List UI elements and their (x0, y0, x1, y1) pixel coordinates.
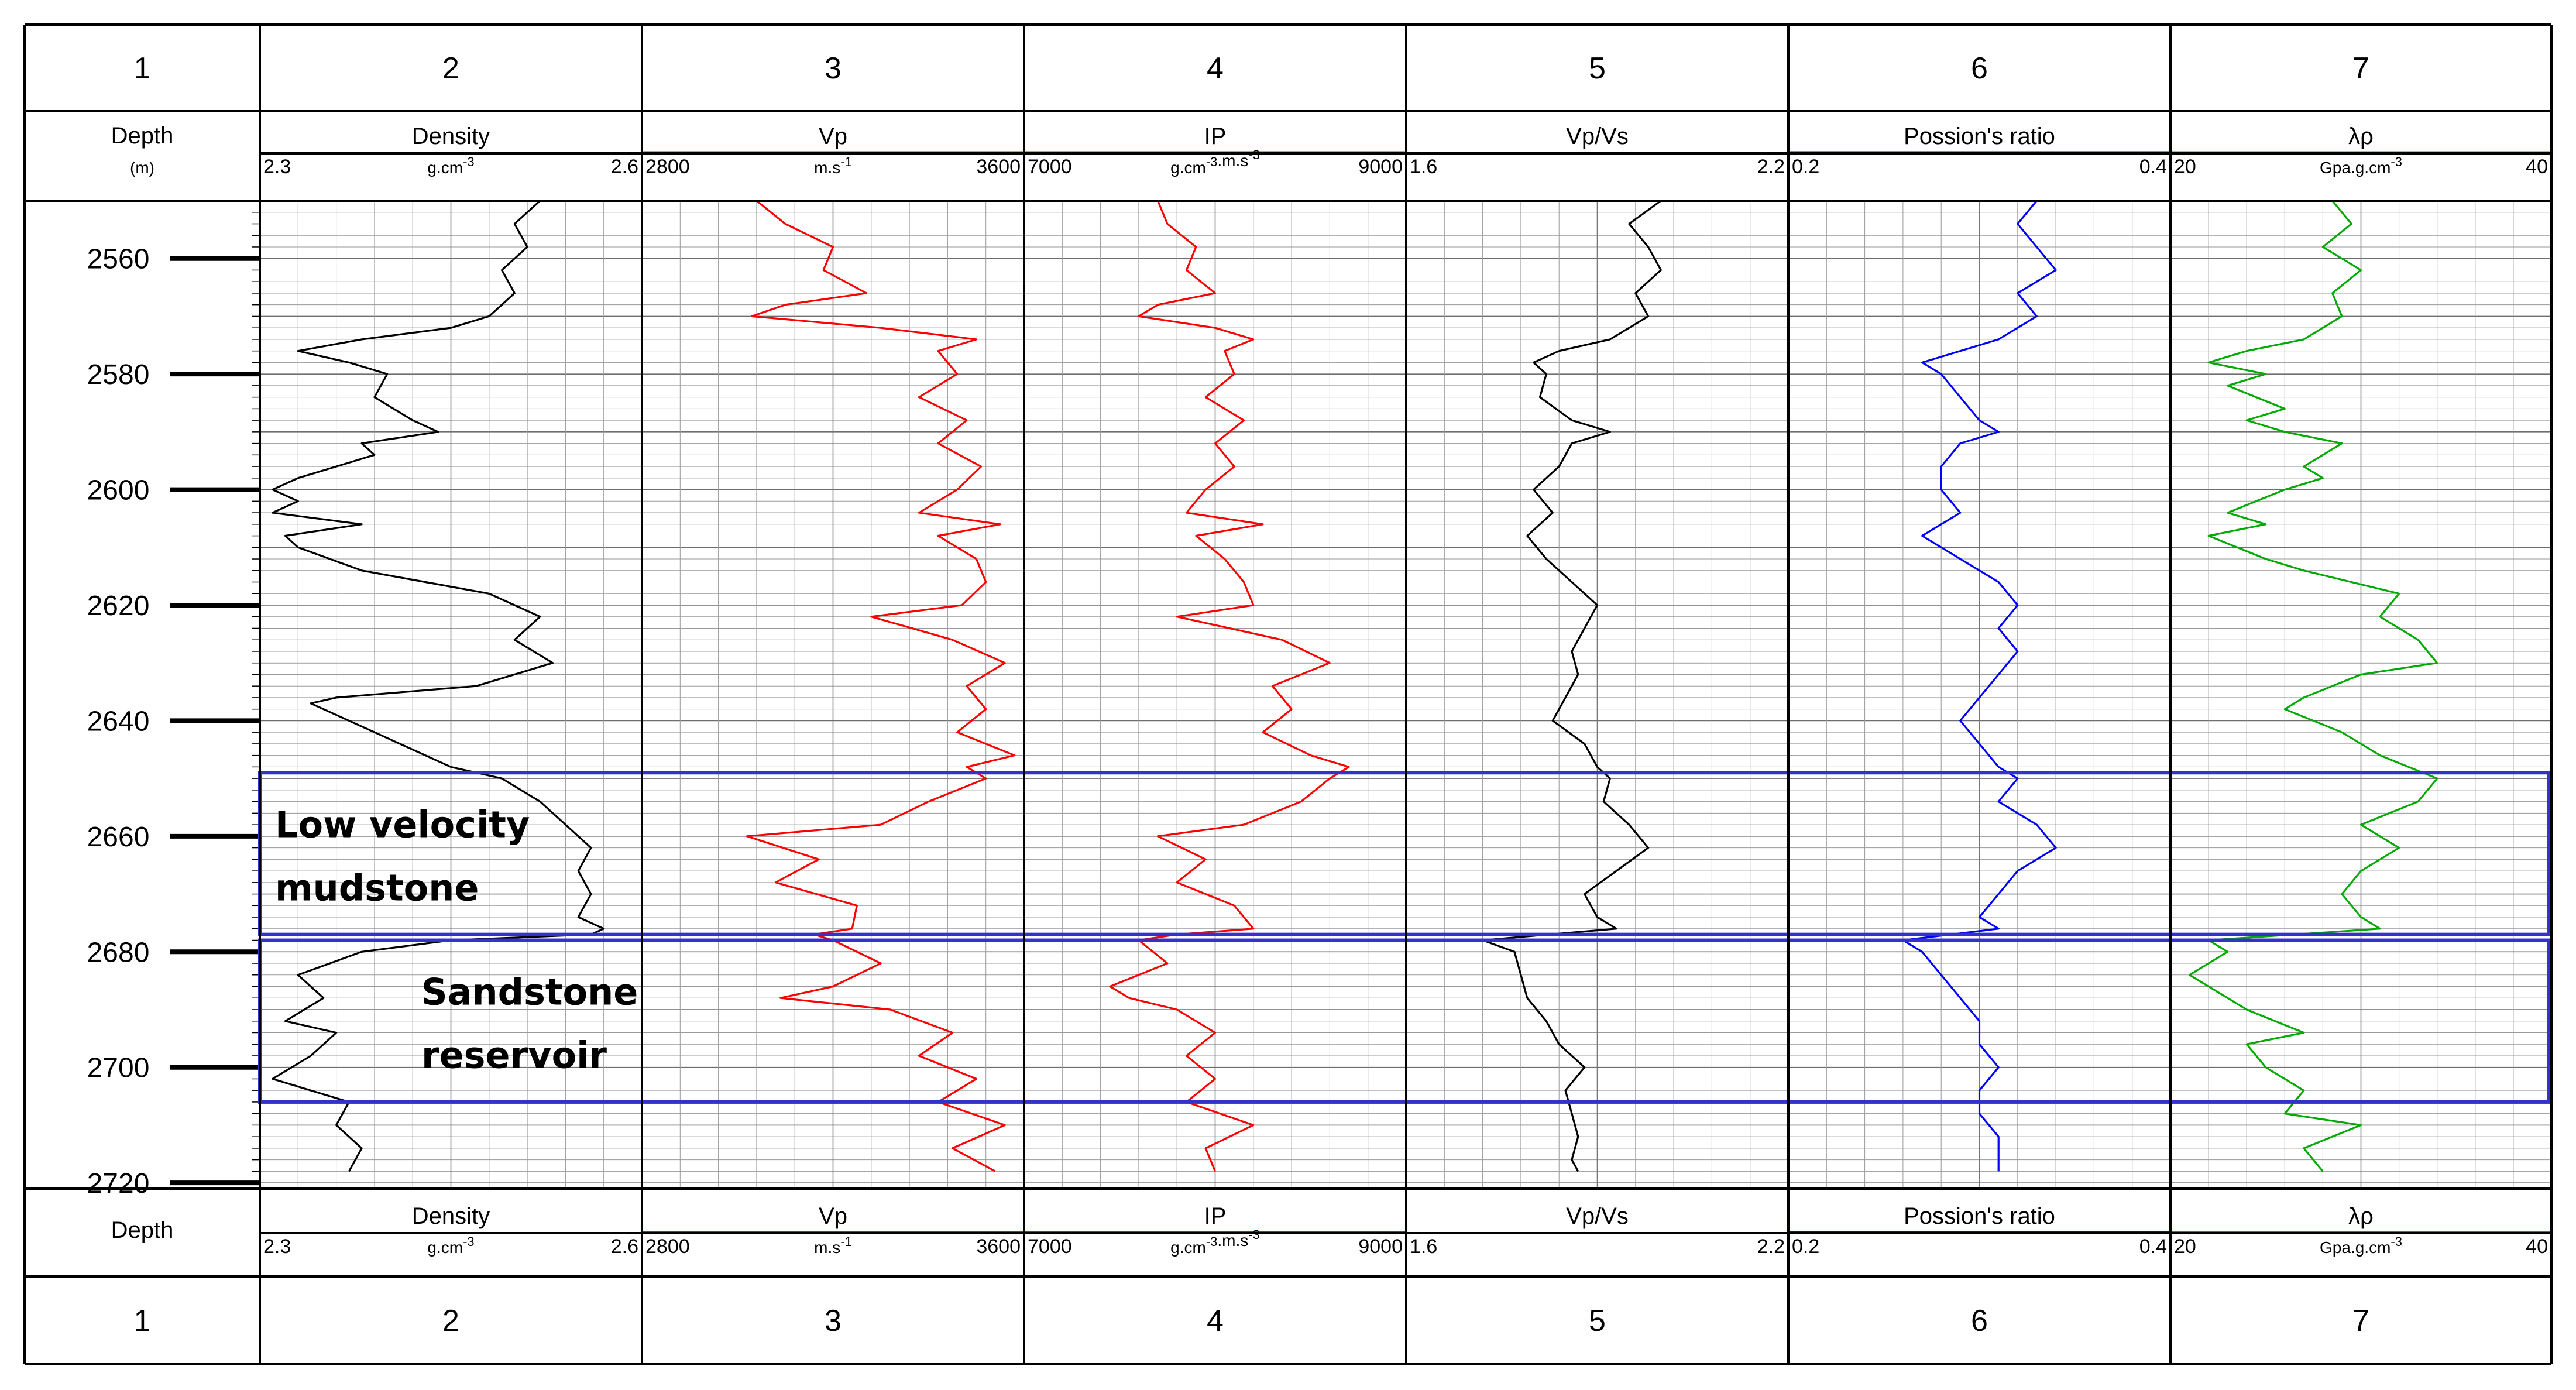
track-title-vp-bottom: Vp (819, 1203, 847, 1229)
track-grid-vpvs (1406, 200, 1788, 1189)
depth-label-2560: 2560 (87, 244, 150, 275)
frame (23, 23, 2553, 1365)
curves-layer (272, 200, 2438, 1172)
annotation-label-1-line-1: Low velocity (275, 803, 530, 846)
track-min-ip-top: 7000 (1028, 156, 1072, 178)
header-top: 1 2 3 4 5 6 7 Depth (m) Density 2.3 2.6 g.cm-3 Vp 2800… (111, 52, 2551, 178)
track-min-vpvs-bottom: 1.6 (1410, 1235, 1437, 1258)
header-bottom: 1 2 3 4 5 6 7 Depth Density 2.3 2.6 g.cm-3 Vp 2800 360… (111, 1203, 2551, 1338)
depth-label-2620: 2620 (87, 591, 150, 622)
track-max-density-top: 2.6 (611, 156, 638, 178)
track-min-poisson-bottom: 0.2 (1792, 1235, 1819, 1258)
curve-ip (1109, 200, 1350, 1172)
curve-vpvs (1482, 200, 1662, 1172)
column-number-top-5: 5 (1589, 52, 1606, 85)
curve-density (272, 200, 605, 1172)
track-max-poisson-top: 0.4 (2139, 156, 2167, 178)
depth-label-2680: 2680 (87, 937, 150, 968)
track-max-ip-bottom: 9000 (1358, 1235, 1403, 1258)
track-grid-poisson (1788, 200, 2170, 1189)
depth-label-2600: 2600 (87, 475, 150, 506)
depth-label-2720: 2720 (87, 1168, 150, 1199)
track-unit-vp-top: m.s-1 (814, 155, 852, 177)
track-max-vpvs-bottom: 2.2 (1757, 1235, 1785, 1258)
track-min-density-bottom: 2.3 (263, 1235, 291, 1258)
track-title-ip-top: IP (1204, 123, 1227, 149)
curve-lambda_rho (2189, 200, 2438, 1172)
annotation-label-2-line-2: reservoir (421, 1034, 607, 1077)
column-number-top-3: 3 (825, 52, 842, 85)
track-max-density-bottom: 2.6 (611, 1235, 638, 1258)
column-number-top-4: 4 (1207, 52, 1224, 85)
column-number-bottom-1: 1 (134, 1304, 151, 1338)
track-min-poisson-top: 0.2 (1792, 156, 1819, 178)
track-max-poisson-bottom: 0.4 (2139, 1235, 2167, 1258)
track-min-ip-bottom: 7000 (1028, 1235, 1072, 1258)
track-title-vpvs-top: Vp/Vs (1566, 123, 1629, 149)
track-title-vp-top: Vp (819, 123, 847, 149)
track-unit-density-top: g.cm-3 (427, 155, 474, 177)
column-number-bottom-2: 2 (442, 1304, 459, 1338)
track-grid-vp (642, 200, 1024, 1189)
track-min-lambda_rho-top: 20 (2174, 156, 2196, 178)
curve-vp (746, 200, 1016, 1172)
track-title-lambda_rho-bottom: λρ (2348, 1203, 2374, 1229)
column-number-bottom-4: 4 (1207, 1304, 1224, 1338)
column-number-top-6: 6 (1971, 52, 1988, 85)
track-unit-lambda_rho-top: Gpa.g.cm-3 (2320, 155, 2402, 177)
track-title-ip-bottom: IP (1204, 1203, 1227, 1229)
track-title-lambda_rho-top: λρ (2348, 123, 2374, 149)
track-unit-lambda_rho-bottom: Gpa.g.cm-3 (2320, 1234, 2402, 1257)
depth-label-2580: 2580 (87, 359, 150, 390)
depth-label-2640: 2640 (87, 706, 150, 737)
column-number-top-2: 2 (442, 52, 459, 85)
column-number-bottom-3: 3 (825, 1304, 842, 1338)
track-unit-density-bottom: g.cm-3 (427, 1234, 474, 1257)
track-title-density-top: Density (412, 123, 490, 149)
track-min-vpvs-top: 1.6 (1410, 156, 1437, 178)
column-number-top-1: 1 (134, 52, 151, 85)
track-title-poisson-top: Possion's ratio (1904, 123, 2055, 149)
track-unit-ip-bottom: g.cm-3.m.s-3 (1170, 1227, 1260, 1257)
column-number-bottom-6: 6 (1971, 1304, 1988, 1338)
track-min-density-top: 2.3 (263, 156, 291, 178)
track-max-ip-top: 9000 (1358, 156, 1403, 178)
track-min-vp-bottom: 2800 (645, 1235, 690, 1258)
track-grid-lambda_rho (2170, 200, 2551, 1189)
track-max-vp-bottom: 3600 (976, 1235, 1021, 1258)
track-grid-ip (1024, 200, 1406, 1189)
track-title-vpvs-bottom: Vp/Vs (1566, 1203, 1629, 1229)
track-unit-ip-top: g.cm-3.m.s-3 (1170, 147, 1260, 177)
track-title-density-bottom: Density (412, 1203, 490, 1229)
track-title-poisson-bottom: Possion's ratio (1904, 1203, 2055, 1229)
column-number-top-7: 7 (2352, 52, 2369, 85)
depth-label-2700: 2700 (87, 1053, 150, 1084)
depth-axis: 2560 2580 2600 2620 2640 2660 2680 2700 2720 (87, 200, 260, 1199)
annotations-layer: Low velocity mudstone Sandstone reservoir (258, 771, 2550, 1104)
depth-label-2660: 2660 (87, 822, 150, 853)
depth-header-unit: (m) (130, 159, 154, 177)
track-max-vpvs-top: 2.2 (1757, 156, 1785, 178)
column-number-bottom-5: 5 (1589, 1304, 1606, 1338)
curve-poisson (1902, 200, 2057, 1172)
depth-header-label-bottom: Depth (111, 1217, 174, 1243)
track-unit-vp-bottom: m.s-1 (814, 1234, 852, 1257)
depth-header-label-top: Depth (111, 123, 174, 149)
track-max-lambda_rho-top: 40 (2526, 156, 2548, 178)
track-max-vp-top: 3600 (976, 156, 1021, 178)
annotation-label-2-line-1: Sandstone (421, 971, 638, 1014)
annotation-box-1 (258, 771, 2550, 936)
track-min-vp-top: 2800 (645, 156, 690, 178)
annotation-label-1-line-2: mudstone (275, 866, 479, 909)
track-max-lambda_rho-bottom: 40 (2526, 1235, 2548, 1258)
track-min-lambda_rho-bottom: 20 (2174, 1235, 2196, 1258)
column-number-bottom-7: 7 (2352, 1304, 2369, 1338)
